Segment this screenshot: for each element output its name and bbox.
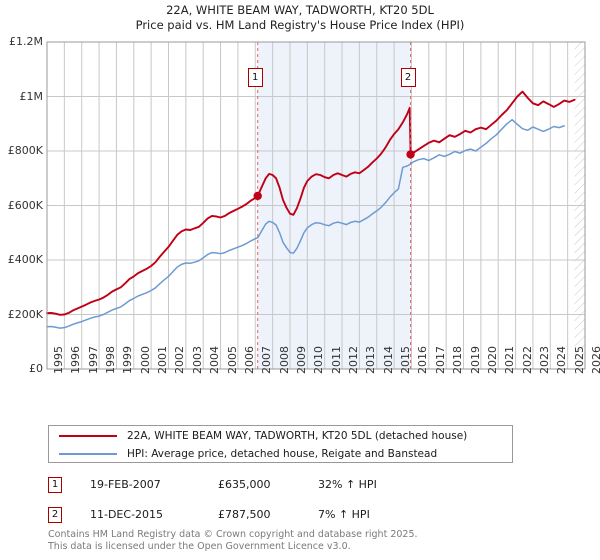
chart-series xyxy=(46,90,576,329)
x-axis-tick-label: 2007 xyxy=(260,346,274,374)
sale-dot-2 xyxy=(406,150,415,159)
x-axis-tick-label: 1995 xyxy=(52,346,65,374)
plot-marker-badge-1: 1 xyxy=(247,68,263,87)
x-axis-tick-label: 2004 xyxy=(208,346,222,374)
x-axis-tick-label: 1997 xyxy=(86,346,100,374)
price-history-chart xyxy=(46,41,586,370)
transaction-hpi-delta: 32% ↑ HPI xyxy=(318,478,377,491)
plot-marker-badge-2: 2 xyxy=(400,68,416,87)
x-axis-tick-label: 2025 xyxy=(572,346,586,374)
transaction-price: £635,000 xyxy=(218,478,271,491)
y-axis-tick-label: £200K xyxy=(7,307,43,321)
x-axis-tick-label: 2016 xyxy=(416,346,430,374)
page-title: 22A, WHITE BEAM WAY, TADWORTH, KT20 5DL … xyxy=(0,3,600,33)
x-axis-tick-label: 2006 xyxy=(242,346,256,374)
x-axis-tick-label: 2026 xyxy=(590,346,600,374)
title-line-2: Price paid vs. HM Land Registry's House … xyxy=(135,18,465,32)
transaction-date: 11-DEC-2015 xyxy=(90,508,164,521)
footer-line-2: This data is licensed under the Open Gov… xyxy=(48,540,351,552)
copyright-footer: Contains HM Land Registry data © Crown c… xyxy=(48,529,588,552)
x-axis-tick-label: 2010 xyxy=(312,346,326,374)
chart-frame xyxy=(46,41,586,370)
x-axis-tick-label: 2021 xyxy=(503,346,517,374)
x-axis-tick-label: 2002 xyxy=(173,346,187,374)
y-axis-tick-label: £400K xyxy=(7,253,43,266)
transaction-index-badge: 2 xyxy=(48,507,62,523)
title-line-1: 22A, WHITE BEAM WAY, TADWORTH, KT20 5DL xyxy=(166,3,434,17)
x-axis-tick-label: 2009 xyxy=(294,346,308,374)
legend-item-hpi: HPI: Average price, detached house, Reig… xyxy=(49,444,512,463)
chart-sale-markers xyxy=(253,150,415,201)
legend-item-price: 22A, WHITE BEAM WAY, TADWORTH, KT20 5DL … xyxy=(49,426,512,445)
x-axis-tick-label: 2020 xyxy=(485,346,499,374)
y-axis-tick-label: £1.2M xyxy=(9,35,43,48)
transaction-index-badge: 1 xyxy=(48,477,62,493)
x-axis-tick-label: 2000 xyxy=(138,346,152,374)
x-axis-tick-label: 2001 xyxy=(156,346,170,374)
x-axis-tick-label: 2014 xyxy=(381,346,395,374)
x-axis-tick-label: 2022 xyxy=(520,346,534,374)
y-axis-tick-label: £0 xyxy=(29,362,43,375)
x-axis-tick-label: 2011 xyxy=(329,346,343,374)
x-axis-tick-label: 2015 xyxy=(399,346,413,374)
legend-label-hpi: HPI: Average price, detached house, Reig… xyxy=(127,447,438,460)
x-axis-tick-label: 1999 xyxy=(121,346,135,374)
y-axis-tick-label: £800K xyxy=(7,144,43,157)
y-axis-tick-label: £600K xyxy=(7,198,43,212)
x-axis-tick-label: 2013 xyxy=(364,346,378,374)
x-axis-tick-label: 2017 xyxy=(433,346,447,374)
series-line-hpi xyxy=(46,118,565,329)
x-axis-tick-label: 2024 xyxy=(555,346,569,374)
x-axis-tick-label: 2012 xyxy=(347,346,361,374)
legend-swatch-hpi xyxy=(59,452,117,455)
x-axis-tick-label: 1996 xyxy=(69,346,83,374)
legend-label-price: 22A, WHITE BEAM WAY, TADWORTH, KT20 5DL … xyxy=(127,429,468,442)
x-axis-tick-label: 2005 xyxy=(225,346,239,374)
x-axis-tick-label: 2008 xyxy=(277,346,291,374)
y-axis-tick-label: £1M xyxy=(19,89,44,103)
chart-event-lines xyxy=(257,42,412,369)
footer-line-1: Contains HM Land Registry data © Crown c… xyxy=(48,529,418,540)
x-axis-tick-label: 2019 xyxy=(468,346,482,374)
transaction-hpi-delta: 7% ↑ HPI xyxy=(318,508,370,521)
x-axis-tick-label: 2018 xyxy=(451,346,465,374)
series-line-price xyxy=(46,90,576,316)
transaction-date: 19-FEB-2007 xyxy=(90,478,161,491)
x-axis-tick-label: 2003 xyxy=(190,346,204,374)
chart-legend: 22A, WHITE BEAM WAY, TADWORTH, KT20 5DL … xyxy=(48,425,513,463)
x-axis-tick-label: 1998 xyxy=(104,346,118,374)
sale-dot-1 xyxy=(253,191,262,201)
chart-plot-area: £0 £200K £400K £600K £800K £1M £1.2M 1995 1996 1… xyxy=(0,35,600,375)
x-axis-tick-label: 2023 xyxy=(537,346,551,374)
transaction-price: £787,500 xyxy=(218,508,271,521)
legend-swatch-price xyxy=(59,434,117,437)
